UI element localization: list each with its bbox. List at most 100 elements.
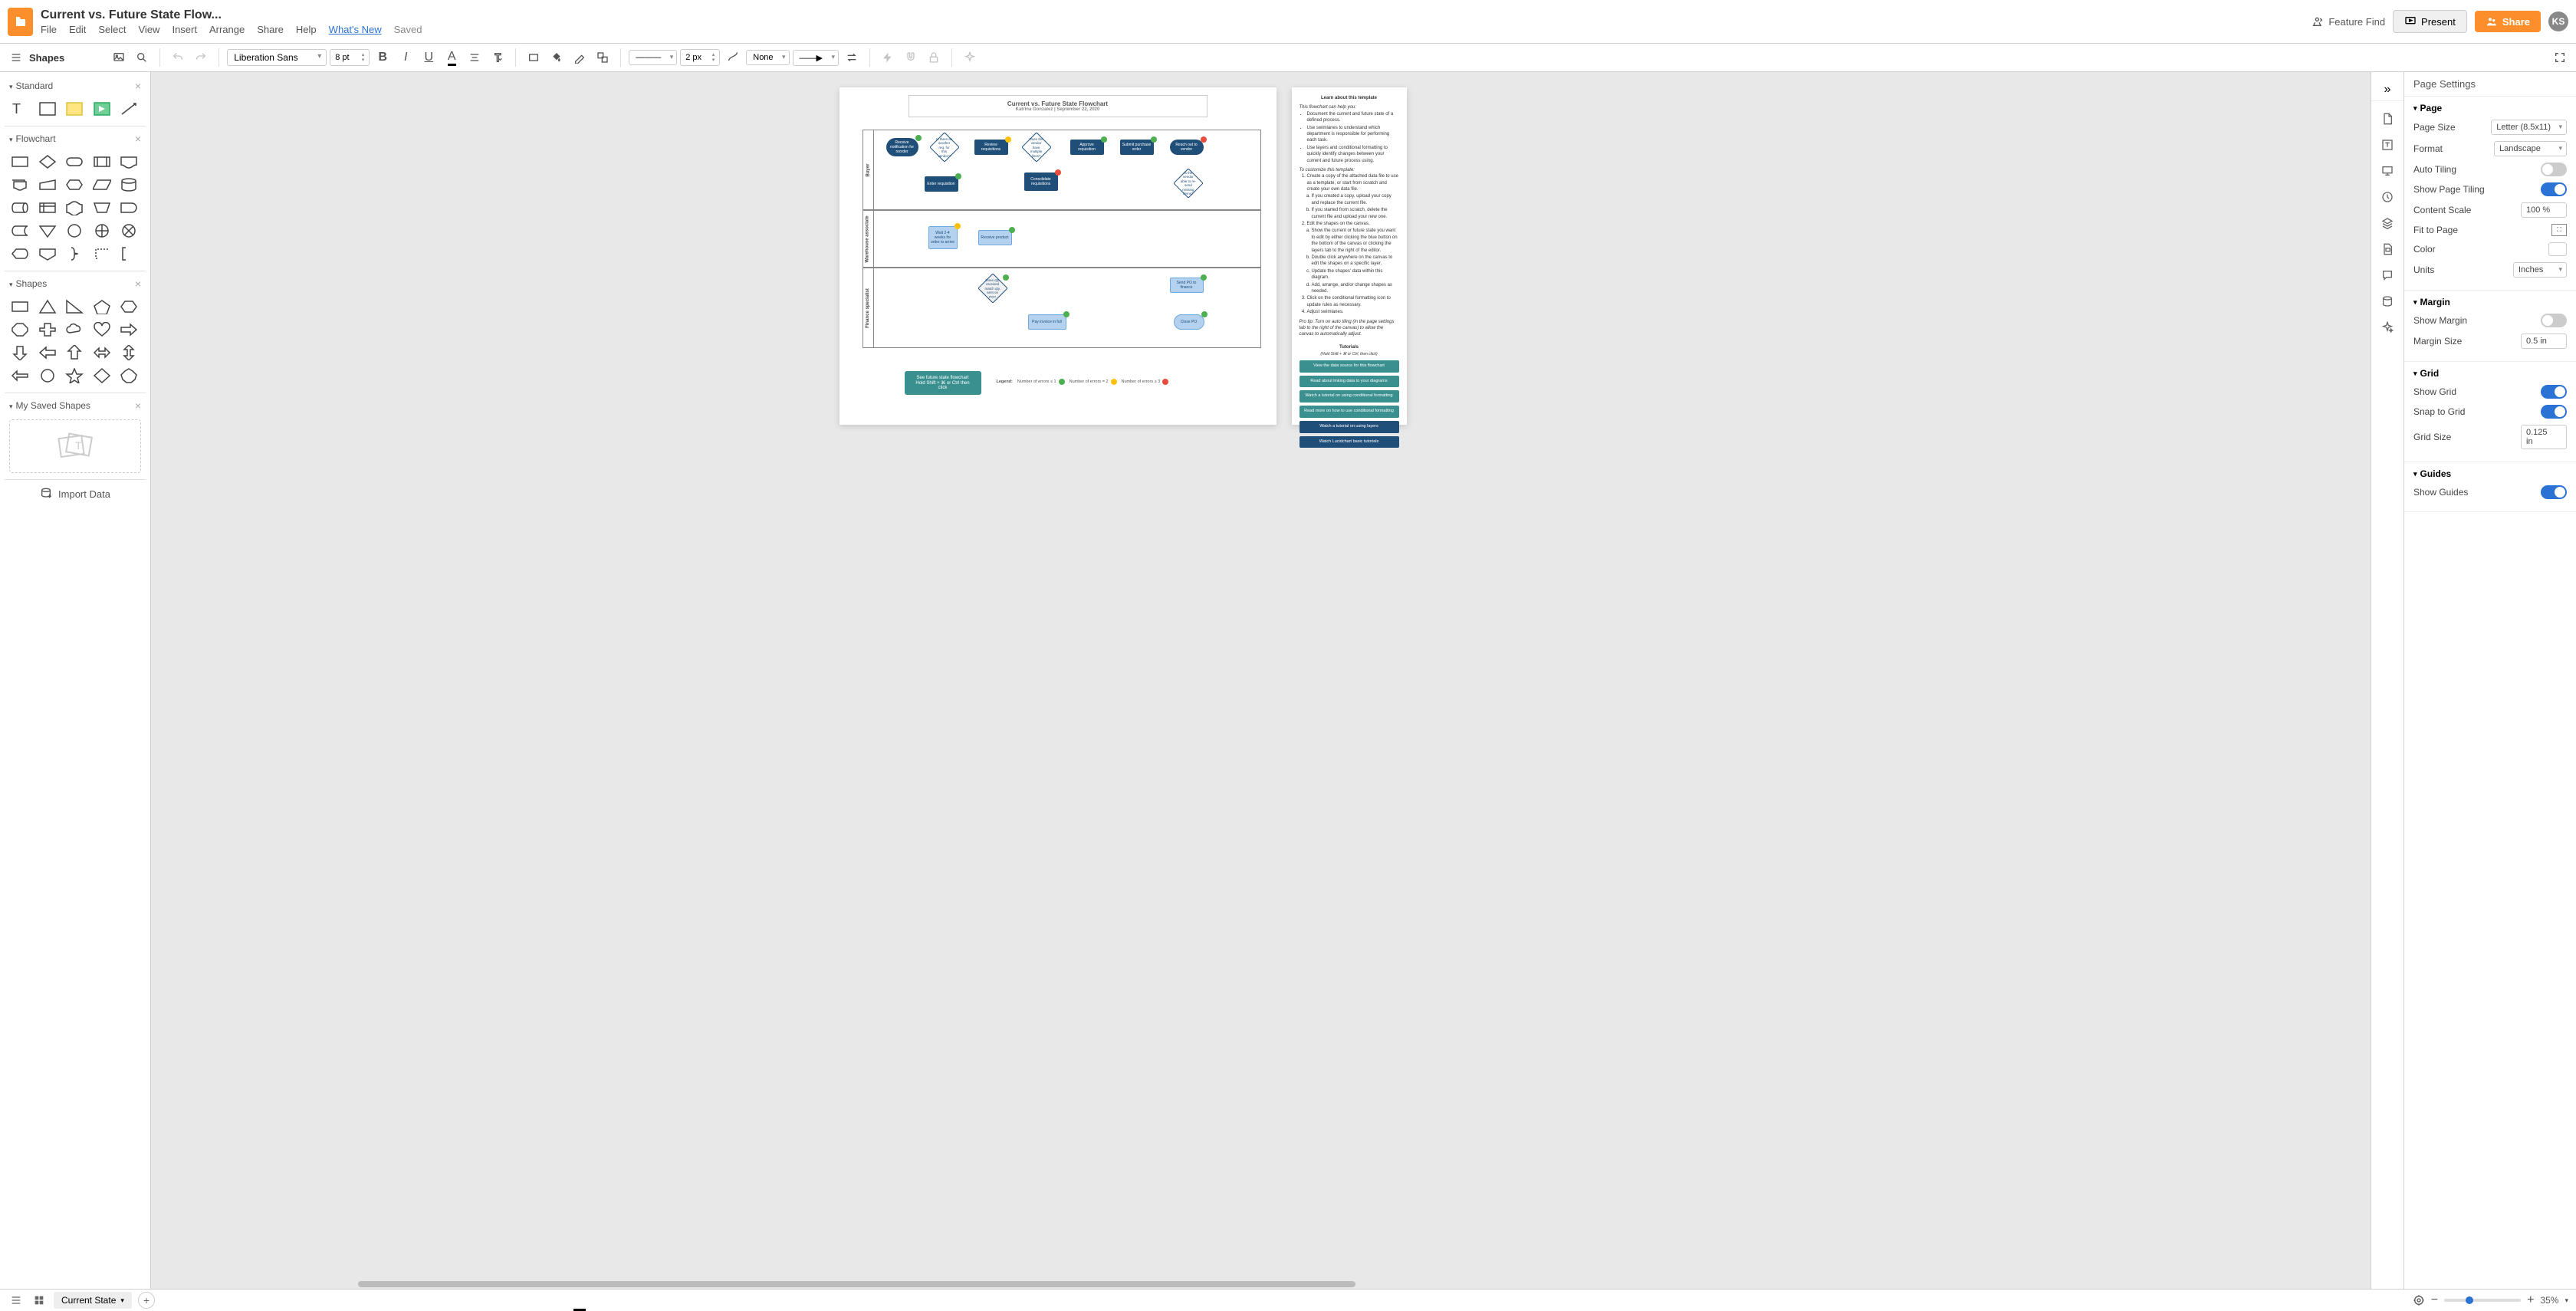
grid-group-header[interactable]: ▾Grid	[2413, 368, 2567, 379]
sh-star[interactable]	[64, 366, 85, 385]
text-tool[interactable]: T	[9, 100, 31, 118]
history-icon[interactable]	[2376, 186, 2399, 209]
fc-process[interactable]	[9, 153, 31, 171]
shape-rect-icon[interactable]	[524, 48, 544, 67]
text-options-icon[interactable]	[488, 48, 508, 67]
sh-right-triangle[interactable]	[64, 297, 85, 316]
text-box-tool[interactable]	[37, 100, 58, 118]
grid-view-icon[interactable]	[31, 1292, 48, 1309]
zoom-in-icon[interactable]: +	[2527, 1293, 2534, 1307]
tutorial-link[interactable]: Watch a tutorial on using layers	[1300, 421, 1399, 433]
fc-paper-tape[interactable]	[64, 199, 85, 217]
sh-badge-polygon[interactable]	[118, 366, 140, 385]
fc-or[interactable]	[91, 222, 113, 240]
margin-group-header[interactable]: ▾Margin	[2413, 297, 2567, 307]
bold-icon[interactable]: B	[373, 48, 393, 67]
fc-merge[interactable]	[37, 222, 58, 240]
notes-page[interactable]: Learn about this template This flowchart…	[1292, 87, 1407, 425]
zoom-out-icon[interactable]: −	[2431, 1293, 2438, 1307]
fc-connector[interactable]	[64, 222, 85, 240]
add-page-button[interactable]: +	[138, 1292, 155, 1309]
menu-view[interactable]: View	[139, 24, 160, 35]
feature-find[interactable]: Feature Find	[2312, 15, 2385, 28]
sh-rect[interactable]	[9, 297, 31, 316]
node-is-another[interactable]: Is there an another req. for this vendor…	[929, 132, 960, 163]
fc-predefined[interactable]	[91, 153, 113, 171]
line-width-select[interactable]: 2 px▴▾	[680, 49, 720, 66]
snap-toggle[interactable]	[2541, 405, 2567, 419]
fc-multidoc[interactable]	[9, 176, 31, 194]
line-swap-icon[interactable]	[842, 48, 862, 67]
comments-icon[interactable]	[2376, 264, 2399, 287]
show-tiling-toggle[interactable]	[2541, 182, 2567, 196]
fc-direct-data[interactable]	[9, 199, 31, 217]
node-submit-po[interactable]: Submit purchase order	[1120, 140, 1154, 155]
line-style-select[interactable]: ———	[629, 50, 677, 65]
horizontal-scrollbar[interactable]	[358, 1281, 2171, 1289]
italic-icon[interactable]: I	[396, 48, 416, 67]
page-color-swatch[interactable]	[2548, 242, 2567, 256]
menu-select[interactable]: Select	[98, 24, 126, 35]
fc-manual-input[interactable]	[37, 176, 58, 194]
sh-octagon[interactable]	[9, 320, 31, 339]
section-flowchart[interactable]: ▾Flowchart ×	[5, 130, 146, 148]
fc-display[interactable]	[9, 245, 31, 263]
zoom-value[interactable]: 35%	[2540, 1295, 2558, 1306]
fc-offpage[interactable]	[37, 245, 58, 263]
line-tool[interactable]	[118, 100, 140, 118]
fc-preparation[interactable]	[64, 176, 85, 194]
node-approve-req[interactable]: Approve requisition	[1070, 140, 1104, 155]
show-guides-toggle[interactable]	[2541, 485, 2567, 499]
hotspot-tool[interactable]	[91, 100, 113, 118]
section-standard[interactable]: ▾Standard ×	[5, 77, 146, 95]
sh-hexagon[interactable]	[118, 297, 140, 316]
sh-pentagon[interactable]	[91, 297, 113, 316]
zoom-slider[interactable]	[2444, 1299, 2521, 1302]
node-close-po[interactable]: Close PO	[1174, 314, 1204, 330]
saved-shapes-placeholder[interactable]: T	[9, 419, 141, 473]
sh-arrow-up[interactable]	[64, 343, 85, 362]
tutorial-link[interactable]: Read about linking data to your diagrams	[1300, 376, 1399, 388]
auto-tiling-toggle[interactable]	[2541, 163, 2567, 176]
swimlane-buyer[interactable]: Buyer Receive notification for reorder I…	[863, 130, 1261, 210]
section-my-saved[interactable]: ▾My Saved Shapes ×	[5, 396, 146, 415]
future-state-button[interactable]: See future state flowchart Hold Shift + …	[905, 371, 981, 395]
units-select[interactable]: Inches	[2513, 262, 2567, 278]
node-pay-invoice[interactable]: Pay invoice in full	[1028, 314, 1066, 330]
page-tab[interactable]: Current State▾	[54, 1292, 132, 1309]
node-multi-vendor[interactable]: Does the vendor have multiple lines?	[1021, 132, 1052, 163]
target-icon[interactable]	[2413, 1294, 2425, 1306]
node-receive-notif[interactable]: Receive notification for reorder	[886, 138, 918, 156]
data-linking-icon[interactable]	[2376, 290, 2399, 313]
grid-size-input[interactable]: 0.125 in	[2521, 425, 2567, 449]
sh-arrow-down[interactable]	[9, 343, 31, 362]
sh-diamond[interactable]	[91, 366, 113, 385]
format-select[interactable]: Landscape	[2494, 141, 2567, 156]
actions-icon[interactable]	[2376, 316, 2399, 339]
fc-card[interactable]	[118, 245, 140, 263]
menu-arrange[interactable]: Arrange	[209, 24, 245, 35]
shapes-toggle[interactable]: Shapes	[29, 52, 64, 64]
sh-triangle[interactable]	[37, 297, 58, 316]
show-margin-toggle[interactable]	[2541, 314, 2567, 327]
line-end-select[interactable]: ——▶	[793, 50, 839, 66]
image-icon[interactable]	[109, 48, 129, 67]
node-vendor-resend[interactable]: Is the vendor able to re-send missing it…	[1173, 168, 1204, 199]
tutorial-link[interactable]: View the data source for this flowchart	[1300, 360, 1399, 373]
node-enter-req[interactable]: Enter requisition	[925, 176, 958, 192]
search-icon[interactable]	[132, 48, 152, 67]
guides-group-header[interactable]: ▾Guides	[2413, 468, 2567, 479]
flowchart-page[interactable]: Current vs. Future State Flowchart Katri…	[840, 87, 1276, 425]
fc-decision[interactable]	[37, 153, 58, 171]
list-view-icon[interactable]	[8, 1292, 25, 1309]
presentation-icon[interactable]	[2376, 159, 2399, 182]
page-size-select[interactable]: Letter (8.5x11)	[2491, 120, 2567, 135]
menu-share[interactable]: Share	[257, 24, 284, 35]
sh-arrow-both-v[interactable]	[118, 343, 140, 362]
swimlane-finance[interactable]: Finance specialist Does qty. received ma…	[863, 268, 1261, 348]
text-panel-icon[interactable]	[2376, 133, 2399, 156]
underline-icon[interactable]: U	[419, 48, 439, 67]
close-icon[interactable]: ×	[135, 399, 141, 412]
sh-arrow-both-h[interactable]	[91, 343, 113, 362]
show-grid-toggle[interactable]	[2541, 385, 2567, 399]
